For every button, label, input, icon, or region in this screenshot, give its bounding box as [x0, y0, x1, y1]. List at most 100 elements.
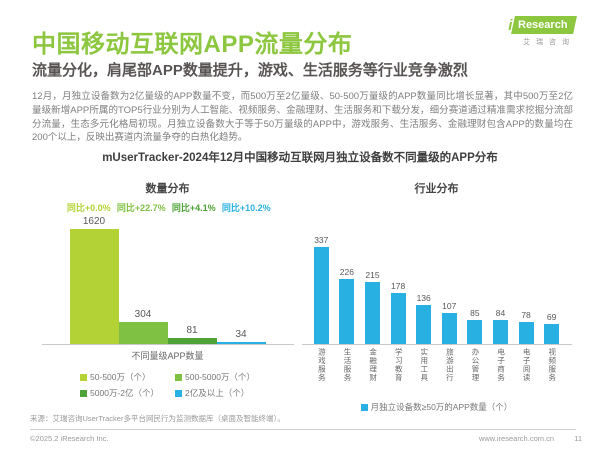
- bar-value-label: 84: [495, 308, 506, 318]
- bar-column: 34: [216, 214, 266, 344]
- category-label: 视频服务: [539, 348, 565, 394]
- legend-swatch: [80, 389, 88, 397]
- bar-column: 78: [513, 214, 539, 344]
- logo-i-letter: i: [508, 17, 513, 34]
- yoy-label: 同比+0.0%: [66, 203, 111, 213]
- source-note: 来源：艾瑞咨询UserTracker多平台网民行为监测数据库（桌面及智能终端）。: [30, 414, 285, 423]
- bar-column: 215: [360, 214, 386, 344]
- logo-research-text: Research: [518, 19, 568, 31]
- category-label: 实用工具: [411, 348, 437, 394]
- bar-value-label: 69: [546, 312, 557, 322]
- page-number: 11: [574, 434, 582, 443]
- bar: [544, 324, 560, 344]
- bar-column: 337: [309, 214, 335, 344]
- bar-column: 304: [118, 214, 168, 344]
- category-label: 游戏服务: [309, 348, 335, 394]
- bar-column: 81: [167, 214, 217, 344]
- section-title-industry: 行业分布: [414, 183, 459, 195]
- iresearch-logo: i Research 艾瑞咨询: [495, 16, 577, 47]
- bar-plot-quantity: 1620 304 81 34: [69, 214, 266, 344]
- legend-swatch: [80, 373, 88, 381]
- bar: [390, 293, 406, 344]
- website-link[interactable]: www.iresearch.com.cn: [478, 434, 554, 443]
- bar-value-label: 85: [470, 308, 480, 318]
- bar-value-label: 215: [365, 270, 380, 280]
- legend-label: 5000万-2亿（个）: [90, 388, 160, 398]
- yoy-label: 同比+4.1%: [171, 203, 216, 213]
- bar-value-label: 34: [235, 329, 247, 340]
- bar-column: 107: [436, 214, 462, 344]
- bar: [364, 282, 380, 344]
- bar: [518, 322, 534, 344]
- section-title-quantity: 数量分布: [145, 183, 190, 195]
- page-subtitle: 流量分化，肩尾部APP数量提升，游戏、生活服务等行业竞争激烈: [32, 62, 468, 79]
- yoy-label: 同比+10.2%: [221, 203, 271, 213]
- industry-legend-label: 月独立设备数≥50万的APP数量（个）: [370, 402, 513, 412]
- legend-item: 50-500万（个）: [80, 371, 159, 383]
- bar-plot-industry: 337 226 215 178 136 107 85 84 78 69: [309, 214, 565, 344]
- bar: [492, 320, 508, 344]
- bar: [467, 320, 483, 344]
- bar-value-label: 81: [186, 325, 198, 336]
- legend-swatch: [175, 373, 183, 381]
- bar: [118, 322, 168, 344]
- quantity-legend: 50-500万（个） 500-5000万（个） 5000万-2亿（个） 2亿及以上（个…: [73, 371, 263, 399]
- bar-column: 69: [539, 214, 565, 344]
- legend-swatch: [360, 403, 368, 411]
- category-label-text: 生活服务: [343, 348, 353, 382]
- footer-divider: [30, 429, 576, 430]
- bar-column: 178: [385, 214, 411, 344]
- bar-value-label: 226: [339, 267, 354, 277]
- category-label-text: 学习教育: [394, 348, 404, 382]
- bar-column: 136: [411, 214, 437, 344]
- bar-value-label: 78: [521, 310, 531, 320]
- category-label: 旅游出行: [436, 348, 462, 394]
- legend-label: 50-500万（个）: [90, 372, 151, 382]
- legend-label: 2亿及以上（个）: [185, 388, 250, 398]
- bar: [339, 279, 355, 344]
- industry-categories: 游戏服务 生活服务 金融理财 学习教育 实用工具 旅游出行 办公管理 电子商务 电子阅读 视频服务: [309, 348, 565, 394]
- industry-distribution-chart: 行业分布 337 226 215 178 136 107 85 84 78 69 游戏服务 生活服务…: [298, 180, 575, 413]
- bar-value-label: 1620: [82, 216, 106, 227]
- yoy-row: 同比+0.0% 同比+22.7% 同比+4.1% 同比+10.2%: [63, 201, 273, 214]
- bar: [441, 313, 457, 344]
- bar-column: 1620: [69, 214, 119, 344]
- yoy-label: 同比+22.7%: [116, 203, 166, 213]
- category-label-text: 实用工具: [419, 348, 429, 382]
- summary-paragraph: 12月，月独立设备数为2亿量级的APP数量不变，而500万至2亿量级、50-50…: [32, 91, 573, 144]
- category-label-text: 金融理财: [368, 348, 378, 382]
- category-label-text: 游戏服务: [317, 348, 327, 382]
- category-label: 生活服务: [334, 348, 360, 394]
- category-label-text: 电子阅读: [522, 348, 532, 382]
- x-axis-line-industry: 337 226 215 178 136 107 85 84 78 69: [301, 214, 572, 345]
- legend-label: 500-5000万（个）: [185, 372, 255, 382]
- category-label-text: 视频服务: [547, 348, 557, 382]
- legend-item: 2亿及以上（个）: [175, 387, 255, 399]
- legend-swatch: [175, 389, 183, 397]
- category-label: 学习教育: [385, 348, 411, 394]
- legend-item: 5000万-2亿（个）: [80, 387, 159, 399]
- bar: [313, 247, 329, 344]
- bar: [216, 342, 266, 344]
- legend-item: 500-5000万（个）: [175, 371, 255, 383]
- category-label: 电子阅读: [513, 348, 539, 394]
- category-label-text: 办公管理: [470, 348, 480, 382]
- category-label: 电子商务: [488, 348, 514, 394]
- quantity-distribution-chart: 数量分布 同比+0.0% 同比+22.7% 同比+4.1% 同比+10.2% 1620…: [35, 180, 300, 399]
- logo-wordmark: i Research: [495, 16, 577, 34]
- page-title: 中国移动互联网APP流量分布: [32, 31, 353, 58]
- bar-value-label: 107: [442, 301, 457, 311]
- bar-value-label: 136: [416, 293, 431, 303]
- bar: [69, 229, 119, 344]
- bar-value-label: 304: [134, 309, 152, 320]
- chart-main-title: mUserTracker-2024年12月中国移动互联网月独立设备数不同量级的A…: [102, 152, 498, 164]
- bar: [167, 338, 217, 344]
- x-axis-label: 不同量级APP数量: [131, 351, 204, 361]
- bar-column: 85: [462, 214, 488, 344]
- bar-value-label: 337: [314, 235, 329, 245]
- category-label: 办公管理: [462, 348, 488, 394]
- bar-column: 226: [334, 214, 360, 344]
- category-label: 金融理财: [360, 348, 386, 394]
- category-label-text: 旅游出行: [445, 348, 455, 382]
